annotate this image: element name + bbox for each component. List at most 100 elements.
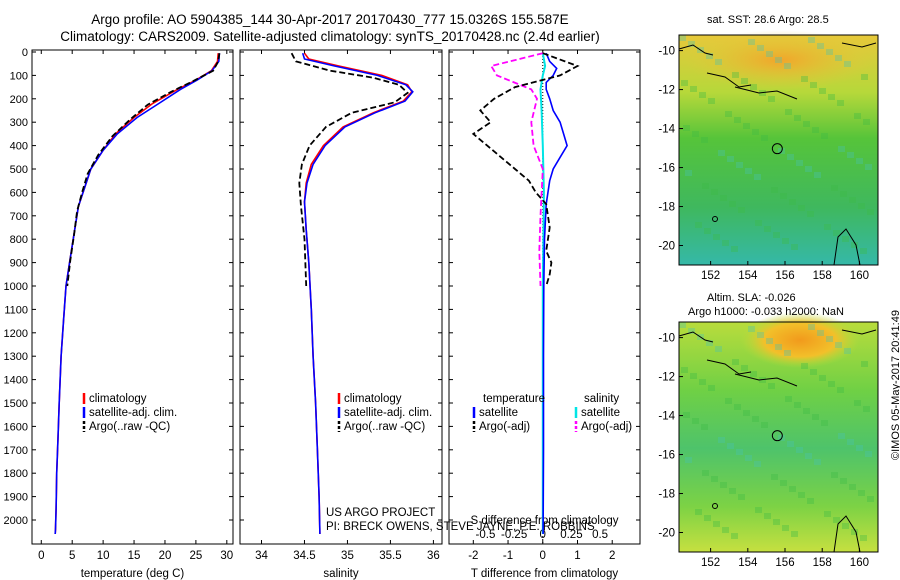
map-pixel — [750, 84, 757, 90]
map-pixel — [794, 115, 801, 121]
map-pixel — [861, 74, 868, 80]
map-pixel — [748, 326, 755, 332]
legend-t-satellite: satellite — [479, 407, 518, 419]
map-x-tick-label: 152 — [701, 557, 720, 569]
y-tick-label: 400 — [10, 141, 28, 153]
x-tick-label: -1 — [503, 550, 513, 562]
map-y-tick-label: -18 — [658, 202, 675, 214]
project-annotation: US ARGO PROJECT — [326, 507, 435, 519]
map-pixel — [736, 162, 743, 168]
x-axis-label: T difference from climatology — [471, 568, 618, 580]
x-tick-label: 34 — [255, 550, 268, 562]
legend-satellite-adj: satellite-adj. clim. — [344, 407, 432, 419]
plot-frame-2 — [448, 49, 641, 545]
reef-marker — [712, 503, 718, 509]
x-axis-label: salinity — [323, 568, 358, 580]
map-pixel — [738, 494, 745, 500]
map-pixel — [814, 459, 821, 465]
map-pixel — [798, 205, 805, 211]
series-line-satellite-adj-clim- — [54, 53, 221, 535]
map-pixel — [807, 498, 814, 504]
x-tick-label: 10 — [97, 550, 110, 562]
y-tick-label: 900 — [10, 258, 28, 270]
map-frame — [678, 321, 879, 553]
legend-s-argo: Argo(-adj) — [581, 421, 632, 433]
map-pixel — [854, 113, 861, 119]
map-pixel — [805, 166, 812, 172]
map-x-tick-label: 156 — [775, 270, 794, 282]
sst-title: sat. SST: 28.6 Argo: 28.5 — [707, 14, 829, 26]
map-y-tick-label: -14 — [658, 411, 675, 423]
map-pixel — [748, 39, 755, 45]
map-pixel — [764, 226, 771, 232]
map-pixel — [754, 461, 761, 467]
y-tick-label: 1100 — [4, 304, 28, 316]
map-pixel — [826, 49, 833, 55]
series-line-s-argo-adj- — [489, 52, 544, 287]
series-line-satellite-adj-clim- — [301, 52, 414, 535]
map-y-tick-label: -20 — [658, 528, 675, 540]
map-pixel — [787, 154, 794, 160]
s-axis-label: S difference from climatology — [470, 515, 618, 527]
map-pixel — [807, 211, 814, 217]
map-pixel — [773, 519, 780, 525]
y-tick-label: 500 — [10, 164, 28, 176]
map-pixel — [738, 207, 745, 213]
coastline — [678, 44, 714, 56]
map-pixel — [840, 478, 847, 484]
map-pixel — [688, 41, 695, 47]
map-pixel — [775, 344, 782, 350]
sla-subtitle: Argo h1000: -0.033 h2000: NaN — [688, 306, 844, 318]
map-pixel — [798, 492, 805, 498]
map-y-tick-label: -10 — [658, 46, 675, 58]
map-y-tick-label: -14 — [658, 124, 675, 136]
map-pixel — [683, 125, 690, 131]
legend-climatology: climatology — [344, 393, 402, 405]
map-pixel — [856, 158, 863, 164]
map-pixel — [771, 187, 778, 193]
map-pixel — [679, 322, 686, 328]
x-axis-label: temperature (deg C) — [81, 568, 185, 580]
map-pixel — [679, 35, 686, 41]
legend-satellite-adj: satellite-adj. clim. — [89, 407, 177, 419]
map-pixel — [750, 371, 757, 377]
map-pixel — [741, 78, 748, 84]
map-pixel — [784, 350, 791, 356]
map-pixel — [835, 342, 842, 348]
map-pixel — [863, 406, 870, 412]
map-pixel — [860, 248, 867, 254]
sla-title: Altim. SLA: -0.026 — [707, 292, 796, 304]
map-x-tick-label: 158 — [813, 557, 832, 569]
map-pixel — [844, 348, 851, 354]
x-tick-label: 5 — [69, 550, 75, 562]
map-pixel — [685, 457, 692, 463]
map-pixel — [849, 197, 856, 203]
map-pixel — [768, 96, 775, 102]
map-pixel — [867, 496, 874, 502]
legend-climatology: climatology — [89, 393, 147, 405]
legend-t-argo: Argo(-adj) — [479, 421, 530, 433]
map-pixel — [837, 100, 844, 106]
x-tick-label: 25 — [189, 550, 202, 562]
map-pixel — [858, 203, 865, 209]
map-pixel — [715, 59, 722, 65]
map-pixel — [801, 76, 808, 82]
map-pixel — [773, 232, 780, 238]
map-pixel — [780, 480, 787, 486]
map-pixel — [831, 185, 838, 191]
map-pixel — [757, 45, 764, 51]
map-pixel — [819, 88, 826, 94]
map-pixel — [745, 455, 752, 461]
map-pixel — [692, 418, 699, 424]
reef-marker — [712, 216, 718, 222]
map-pixel — [787, 441, 794, 447]
map-pixel — [688, 328, 695, 334]
coastline — [734, 86, 798, 100]
map-pixel — [729, 488, 736, 494]
s-tick-label: 0.5 — [592, 529, 608, 541]
map-pixel — [743, 123, 750, 129]
title-line-2: Climatology: CARS2009. Satellite-adjuste… — [60, 29, 600, 44]
x-tick-label: 1 — [574, 550, 580, 562]
map-pixel — [715, 346, 722, 352]
map-pixel — [752, 129, 759, 135]
